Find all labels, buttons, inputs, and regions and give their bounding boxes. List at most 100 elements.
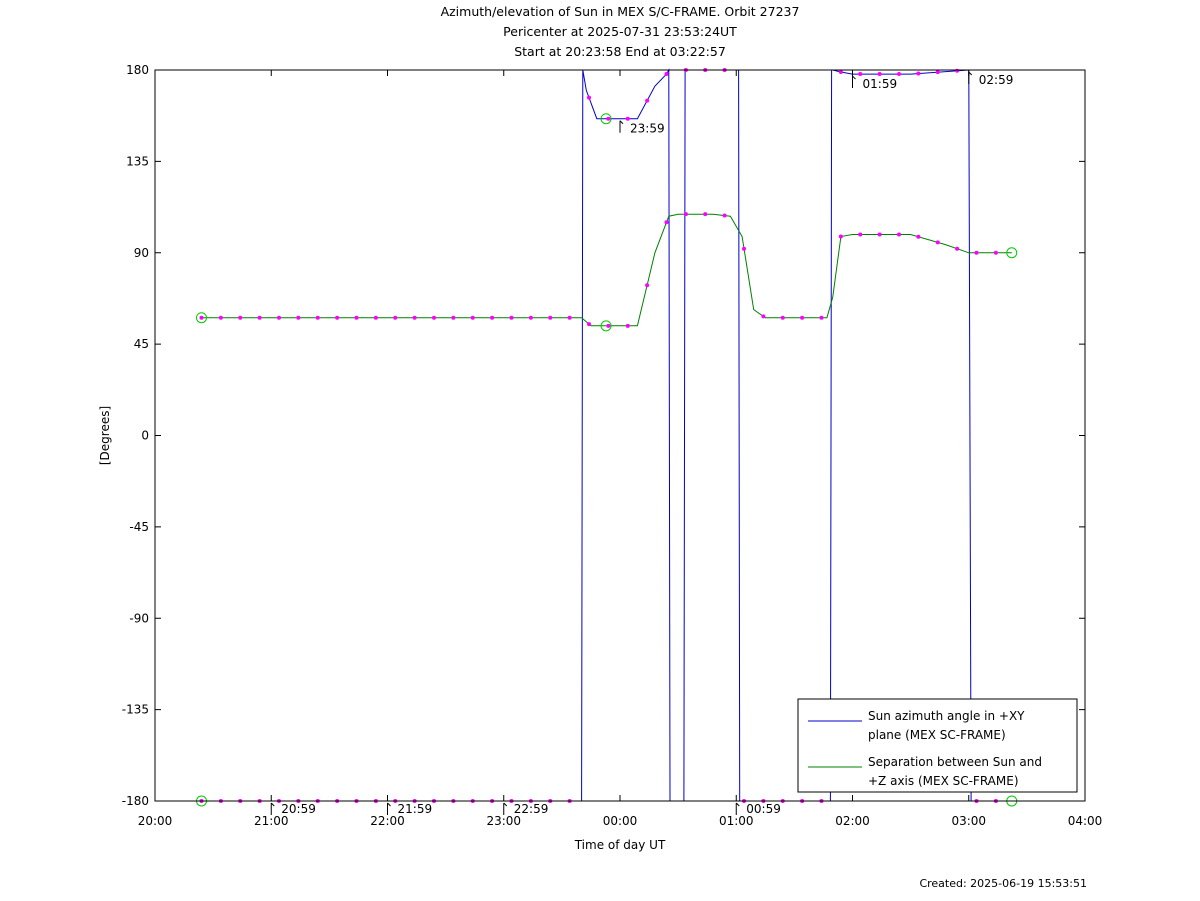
- x-tick-label: 04:00: [1068, 814, 1103, 828]
- x-tick-label: 23:00: [486, 814, 521, 828]
- axes-layer: 20:00 21:00 22:00 23:00 00:00 01:00 02:00 03:00…: [98, 63, 1102, 852]
- series-point-marker: [742, 246, 746, 251]
- annotation-label: 21:59: [398, 802, 433, 816]
- series-point-marker: [218, 315, 223, 320]
- series-point-marker: [587, 95, 591, 100]
- series-point-marker: [528, 315, 533, 320]
- series-point-marker: [645, 98, 650, 103]
- series-point-marker: [722, 213, 727, 218]
- annotation-label: 01:59: [863, 77, 898, 91]
- series-point-marker: [664, 72, 669, 77]
- annotation-arrowhead: [270, 802, 275, 807]
- marker-layer: [196, 68, 1018, 807]
- legend-entry-label: Separation between Sun and: [868, 755, 1042, 769]
- series-point-marker: [393, 315, 398, 320]
- legend-entry-label: +Z axis (MEX SC-FRAME): [868, 774, 1019, 788]
- legend: Sun azimuth angle in +XY plane (MEX SC-FR…: [797, 698, 1078, 793]
- y-axis-label: [Degrees]: [98, 406, 112, 465]
- series-point-marker: [897, 232, 901, 237]
- endpoint-circle-marker: [1006, 247, 1018, 259]
- series-point-marker: [625, 116, 630, 121]
- series-point-marker: [838, 234, 843, 239]
- series-point-marker: [567, 315, 572, 320]
- pericenter-circle-marker: [600, 320, 612, 332]
- annotation-label: 02:59: [979, 73, 1014, 87]
- annotation-arrowhead: [852, 75, 856, 80]
- x-axis-label: Time of day UT: [574, 838, 666, 852]
- series-point-marker: [490, 315, 495, 320]
- y-tick-label: 135: [126, 154, 149, 168]
- annotation-label: 20:59: [281, 802, 316, 816]
- series-point-marker: [509, 315, 514, 320]
- series-point-marker: [664, 220, 669, 225]
- y-tick-label: -135: [122, 703, 149, 717]
- series-point-marker: [587, 322, 591, 327]
- x-tick-label: 03:00: [951, 814, 986, 828]
- series-point-marker: [858, 232, 863, 237]
- series-point-marker: [257, 315, 262, 320]
- y-tick-label: 180: [126, 63, 149, 77]
- x-tick-label: 20:00: [138, 814, 173, 828]
- series-point-marker: [877, 72, 882, 77]
- x-tick-label: 01:00: [719, 814, 754, 828]
- series-point-marker: [606, 323, 611, 328]
- series-point-marker: [955, 68, 960, 73]
- annotation-arrowhead: [387, 802, 391, 807]
- series-point-marker: [916, 234, 921, 239]
- series-point-marker: [935, 240, 940, 245]
- chart-subtitle-interval: Start at 20:23:58 End at 03:22:57: [514, 44, 726, 59]
- chart-subtitle-pericenter: Pericenter at 2025-07-31 23:53:24UT: [503, 24, 737, 39]
- series-point-marker: [451, 315, 456, 320]
- legend-box: [797, 698, 1078, 793]
- y-tick-label: -45: [129, 520, 149, 534]
- series-point-marker: [354, 315, 359, 320]
- pericenter-circle-marker: [600, 113, 612, 125]
- series-point-marker: [780, 315, 785, 320]
- series-point-marker: [877, 232, 882, 237]
- series-point-marker: [800, 315, 805, 320]
- series-point-marker: [645, 283, 650, 288]
- annotation-arrowhead: [735, 802, 740, 807]
- annotation-label: 22:59: [514, 802, 549, 816]
- annotation-layer: 20:59 21:59 22:59 23:59 00:59 01:59 02:59: [270, 71, 1014, 816]
- series-point-marker: [935, 70, 940, 75]
- series-point-marker: [916, 71, 921, 76]
- series-point-marker: [703, 212, 708, 217]
- legend-entry-label: plane (MEX SC-FRAME): [868, 728, 1006, 742]
- series-point-marker: [683, 212, 688, 217]
- annotation-arrowhead: [619, 120, 624, 125]
- series-point-marker: [470, 315, 475, 320]
- separation-series-line: [201, 213, 1012, 327]
- series-point-marker: [819, 315, 824, 320]
- series-point-marker: [897, 72, 901, 77]
- series-point-marker: [373, 315, 378, 320]
- chart-title: Azimuth/elevation of Sun in MEX S/C-FRAM…: [440, 4, 800, 19]
- endpoint-circle-marker: [196, 312, 207, 324]
- series-point-marker: [335, 315, 340, 320]
- series-point-marker: [548, 315, 553, 320]
- annotation-label: 23:59: [630, 122, 665, 136]
- x-tick-label: 02:00: [835, 814, 870, 828]
- created-timestamp: Created: 2025-06-19 15:53:51: [919, 877, 1087, 890]
- series-point-marker: [277, 315, 281, 320]
- legend-entry-label: Sun azimuth angle in +XY: [868, 709, 1025, 723]
- azimuth-series-line: [201, 68, 1012, 802]
- x-tick-label: 00:00: [603, 814, 638, 828]
- series-point-marker: [238, 315, 243, 320]
- y-tick-label: -90: [129, 611, 149, 625]
- y-tick-label: 45: [134, 337, 149, 351]
- series-point-marker: [993, 250, 998, 255]
- series-point-marker: [838, 70, 843, 75]
- series-point-marker: [315, 315, 320, 320]
- x-tick-label: 21:00: [254, 814, 289, 828]
- series-layer: [201, 68, 1012, 802]
- y-tick-label: -180: [122, 794, 149, 808]
- series-point-marker: [296, 315, 301, 320]
- series-point-marker: [858, 72, 863, 77]
- annotation-arrowhead: [503, 802, 508, 807]
- series-point-marker: [761, 314, 766, 319]
- x-tick-label: 22:00: [370, 814, 405, 828]
- annotation-label: 00:59: [746, 802, 781, 816]
- series-point-marker: [955, 246, 960, 251]
